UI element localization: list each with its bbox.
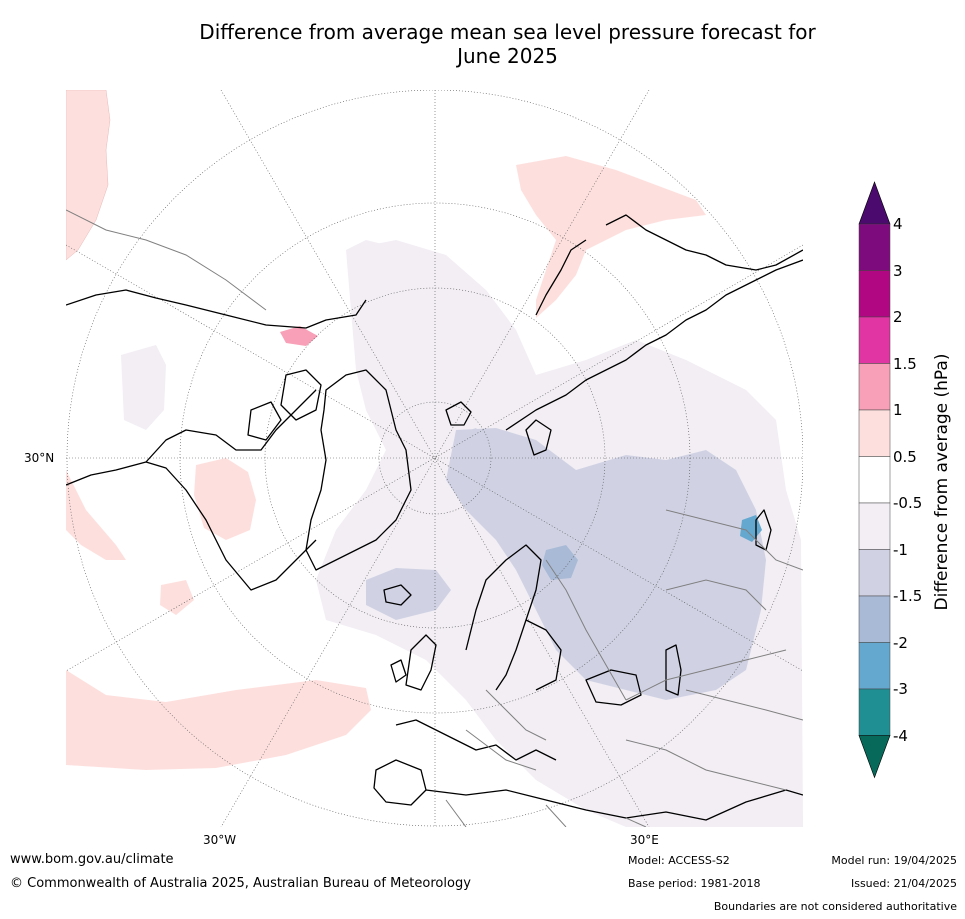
anomaly-north-pacific (66, 90, 111, 261)
border-canada-us (66, 209, 267, 311)
coast-uk (390, 634, 437, 691)
border-kazakhstan (625, 649, 787, 701)
footer-model-run: Model run: 19/04/2025 (831, 854, 957, 867)
colorbar-tick-label: 1 (893, 401, 903, 419)
colorbar-tick-label: 3 (893, 261, 903, 280)
footer-website: www.bom.gov.au/climate (10, 852, 174, 867)
border-russia-west (545, 559, 627, 701)
border-africa (445, 799, 647, 827)
coast-hudson (145, 389, 317, 463)
coastlines (66, 214, 803, 821)
footer-issued: Issued: 21/04/2025 (850, 877, 957, 890)
colorbar-band (858, 316, 891, 364)
coast-scandinavia (465, 544, 542, 691)
coast-kamchatka (535, 239, 587, 316)
latitude-label-30n: 30°N (24, 451, 55, 465)
anomaly-bering-light (346, 240, 386, 268)
coast-canada-west (66, 461, 317, 591)
colorbar-extend-min (858, 735, 891, 779)
colorbar-extend-max (858, 181, 891, 225)
coast-arctic-islands (247, 369, 322, 441)
border-mongolia (665, 579, 767, 611)
country-borders (66, 209, 803, 827)
colorbar-tick-label: 1.5 (893, 354, 917, 373)
anomaly-chukchi (280, 326, 318, 346)
coast-svalbard (445, 401, 472, 426)
colorbar-title-text: Difference from average (hPa) (932, 353, 952, 611)
colorbar-segments (858, 181, 891, 779)
footer-copyright: © Commonwealth of Australia 2025, Austra… (10, 876, 471, 891)
coast-europe-west (395, 719, 557, 761)
negative-anomaly-shading (121, 240, 803, 827)
meridian-60w (66, 244, 803, 672)
colorbar-tick-label: 2 (893, 308, 903, 326)
colorbar-tick-label: -4 (893, 726, 908, 745)
footer-base-period: Base period: 1981-2018 (628, 877, 761, 890)
coast-siberia (505, 259, 803, 431)
colorbar-band (858, 456, 891, 504)
chart-title: Difference from average mean sea level p… (60, 20, 955, 68)
colorbar-tick-label: -1 (893, 540, 908, 559)
colorbar-band (858, 502, 891, 550)
border-europe-1 (485, 689, 547, 741)
footer-disclaimer: Boundaries are not considered authoritat… (713, 900, 957, 913)
colorbar-band (858, 595, 891, 643)
colorbar-band (858, 223, 891, 271)
footer-model: Model: ACCESS-S2 (628, 854, 730, 867)
longitude-label-30e: 30°E (630, 833, 659, 847)
colorbar-tick-label: -2 (893, 633, 908, 652)
graticule (66, 90, 803, 827)
polar-map (66, 90, 803, 827)
title-line-1: Difference from average mean sea level p… (199, 20, 816, 44)
coast-baltic (525, 619, 562, 691)
border-central-asia (685, 689, 803, 721)
border-europe-2 (465, 729, 537, 771)
longitude-label-30w: 30°W (203, 833, 237, 847)
coast-black-sea (585, 669, 642, 706)
anomaly-arctic-light (121, 345, 166, 430)
positive-anomaly-shading (66, 90, 706, 770)
lat-circle-60n (264, 287, 606, 629)
meridian-60e (66, 244, 803, 672)
colorbar-band (858, 270, 891, 318)
coast-far-east (605, 214, 803, 271)
anomaly-tropical-atlantic (66, 670, 371, 770)
coast-novaya-zemlya (525, 419, 552, 456)
coast-iberia (373, 759, 427, 806)
anomaly-atlantic-medium (366, 568, 451, 620)
border-china-russia (665, 509, 803, 571)
anomaly-caribbean (66, 470, 126, 560)
coast-greenland (305, 369, 412, 571)
colorbar-tick-label: -0.5 (893, 494, 923, 512)
colorbar (858, 181, 891, 779)
anomaly-north-atlantic-west (194, 458, 256, 540)
colorbar-tick-label: -1.5 (893, 587, 923, 605)
border-middle-east (625, 739, 787, 791)
anomaly-russia-medium (446, 428, 766, 700)
colorbar-band (858, 549, 891, 597)
anomaly-svalbard-medium (454, 428, 486, 465)
colorbar-band (858, 363, 891, 411)
coast-caspian (665, 644, 682, 696)
coast-alaska (66, 289, 367, 329)
anomaly-alaska-north (516, 156, 706, 318)
colorbar-band (858, 642, 891, 690)
coast-iceland (383, 584, 412, 606)
colorbar-tick-label: -3 (893, 680, 908, 698)
coast-japan (755, 509, 772, 551)
colorbar-tick-label: 4 (893, 215, 903, 233)
colorbar-band (858, 409, 891, 457)
anomaly-bermuda (160, 580, 194, 615)
title-line-2: June 2025 (457, 44, 558, 68)
colorbar-tick-label: 0.5 (893, 447, 917, 466)
anomaly-west-russia-strong (542, 545, 578, 580)
colorbar-band (858, 688, 891, 736)
